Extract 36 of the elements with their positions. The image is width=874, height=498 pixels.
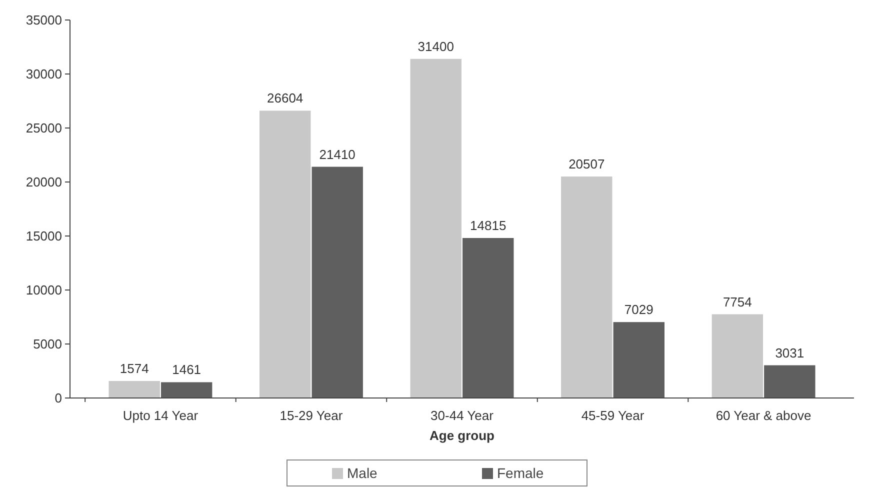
data-label: 26604 <box>267 90 304 106</box>
data-label: 3031 <box>775 345 804 360</box>
x-tick-label: Upto 14 Year <box>122 408 199 423</box>
bar <box>613 322 664 398</box>
bar <box>764 365 816 398</box>
data-label: 21410 <box>319 146 356 162</box>
y-tick-label: 20000 <box>26 174 62 190</box>
bar <box>410 58 462 398</box>
bar <box>712 314 764 398</box>
x-tick-label: 15-29 Year <box>280 408 344 423</box>
x-tick-label: 45-59 Year <box>581 408 645 423</box>
y-tick-label: 0 <box>54 390 62 406</box>
data-label: 31400 <box>418 38 454 54</box>
x-axis-title: Age group <box>430 428 495 443</box>
data-label: 20507 <box>568 156 605 172</box>
y-tick-label: 10000 <box>26 282 62 298</box>
data-label: 7754 <box>722 294 752 310</box>
x-tick-label: 30-44 Year <box>430 408 494 423</box>
bar <box>260 110 311 398</box>
y-tick-label: 25000 <box>26 120 62 136</box>
y-tick-label: 35000 <box>26 12 62 28</box>
y-tick-label: 15000 <box>26 228 62 244</box>
legend-label: Male <box>347 465 378 481</box>
legend-label: Female <box>497 465 544 481</box>
data-label: 7029 <box>624 302 654 318</box>
bar <box>108 381 160 398</box>
data-label: 1574 <box>120 361 149 376</box>
bar <box>462 238 514 398</box>
data-label: 1461 <box>172 362 202 378</box>
bar <box>561 176 612 398</box>
bar <box>312 166 363 398</box>
y-tick-label: 5000 <box>33 336 62 352</box>
x-tick-label: 60 Year & above <box>716 408 812 423</box>
data-label: 14815 <box>470 218 506 233</box>
y-tick-label: 30000 <box>26 66 62 82</box>
bar <box>160 382 212 398</box>
